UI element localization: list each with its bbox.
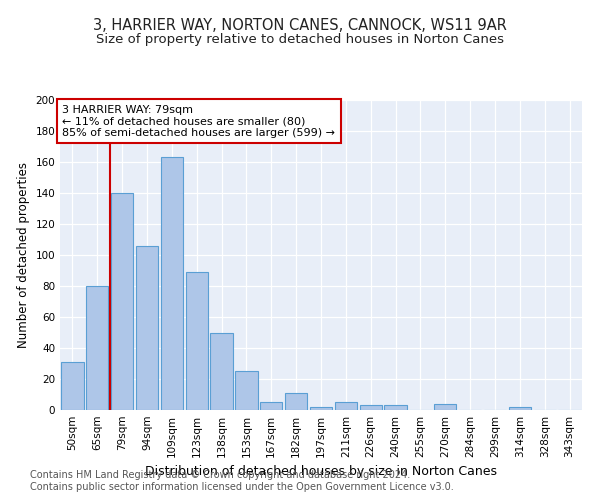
Y-axis label: Number of detached properties: Number of detached properties [17,162,30,348]
X-axis label: Distribution of detached houses by size in Norton Canes: Distribution of detached houses by size … [145,466,497,478]
Bar [260,402,283,410]
Bar [359,406,382,410]
Bar [211,332,233,410]
Bar [310,407,332,410]
Text: Size of property relative to detached houses in Norton Canes: Size of property relative to detached ho… [96,32,504,46]
Bar [161,158,183,410]
Bar [385,406,407,410]
Bar [235,371,257,410]
Text: 3, HARRIER WAY, NORTON CANES, CANNOCK, WS11 9AR: 3, HARRIER WAY, NORTON CANES, CANNOCK, W… [93,18,507,32]
Bar [335,402,357,410]
Bar [285,393,307,410]
Bar [86,286,109,410]
Text: Contains HM Land Registry data © Crown copyright and database right 2024.: Contains HM Land Registry data © Crown c… [30,470,410,480]
Text: 3 HARRIER WAY: 79sqm
← 11% of detached houses are smaller (80)
85% of semi-detac: 3 HARRIER WAY: 79sqm ← 11% of detached h… [62,104,335,138]
Bar [61,362,83,410]
Bar [434,404,457,410]
Bar [111,193,133,410]
Bar [509,407,531,410]
Text: Contains public sector information licensed under the Open Government Licence v3: Contains public sector information licen… [30,482,454,492]
Bar [185,272,208,410]
Bar [136,246,158,410]
